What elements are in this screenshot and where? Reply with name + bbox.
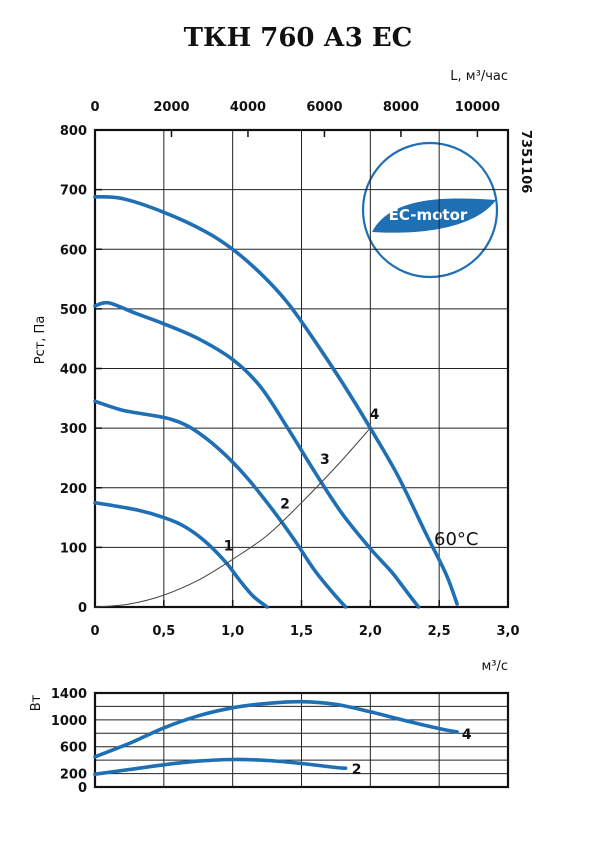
curve-label-2: 2 — [280, 497, 290, 513]
pressure-top-x-tick-label: 8000 — [383, 100, 419, 115]
fan-curve-3 — [93, 300, 421, 609]
pressure-x-tick-label: 2,5 — [428, 624, 451, 639]
pressure-top-x-tick-label: 0 — [90, 100, 99, 115]
power-curve-2 — [93, 757, 348, 776]
pressure-x-tick-label: 0 — [90, 624, 99, 639]
power-y-tick-label: 600 — [60, 741, 87, 756]
pressure-y-tick-label: 400 — [60, 363, 87, 378]
power-y-tick-label: 1400 — [51, 687, 87, 702]
pressure-x-tick-label: 3,0 — [496, 624, 519, 639]
system-curve-line — [94, 427, 371, 608]
pressure-x-tick-label: 1,0 — [221, 624, 244, 639]
pressure-x-tick-label: 0,5 — [152, 624, 175, 639]
pressure-x-tick-label: 1,5 — [290, 624, 313, 639]
chart-title: ТКН 760 А3 ЕС — [184, 23, 413, 53]
curve-label-3: 3 — [320, 452, 330, 468]
pressure-y-tick-label: 300 — [60, 422, 87, 437]
pressure-y-tick-label: 800 — [60, 124, 87, 139]
power-y-tick-label: 200 — [60, 768, 87, 783]
pressure-y-tick-label: 700 — [60, 184, 87, 199]
model-code: 7351106 — [518, 130, 533, 193]
pressure-bottom-x-axis-label: м³/с — [481, 659, 508, 674]
pressure-top-x-tick-label: 6000 — [306, 100, 342, 115]
pressure-y-tick-label: 100 — [60, 541, 87, 556]
pressure-y-tick-label: 500 — [60, 303, 87, 318]
fan-curve-1 — [93, 500, 269, 609]
ec-motor-badge: EC-motor — [361, 141, 499, 279]
pressure-top-x-tick-label: 4000 — [230, 100, 266, 115]
power-curve-label-4: 4 — [462, 727, 472, 743]
pressure-y-tick-label: 600 — [60, 243, 87, 258]
curve-label-1: 1 — [224, 538, 234, 554]
fan-curve-4 — [93, 195, 459, 606]
pressure-y-tick-label: 200 — [60, 482, 87, 497]
badge-text: EC-motor — [389, 206, 468, 224]
fan-curve-2 — [93, 399, 348, 609]
power-y-axis-label: Вт — [29, 694, 44, 711]
pressure-top-x-axis-label: L, м³/час — [450, 69, 508, 84]
pressure-top-x-tick-label: 10000 — [455, 100, 500, 115]
pressure-y-tick-label: 0 — [78, 601, 87, 616]
power-y-tick-label: 1000 — [51, 714, 87, 729]
pressure-y-axis-label: Pст, Па — [33, 316, 48, 365]
power-curve-label-2: 2 — [352, 762, 362, 778]
power-y-tick-label: 0 — [78, 781, 87, 796]
pressure-x-tick-label: 2,0 — [359, 624, 382, 639]
leaf-icon — [372, 198, 496, 233]
curve-label-4: 4 — [370, 407, 380, 423]
pressure-top-x-tick-label: 2000 — [153, 100, 189, 115]
power-curve-4 — [93, 699, 459, 759]
temperature-annotation: 60°C — [434, 529, 478, 550]
power-frame — [93, 691, 510, 789]
